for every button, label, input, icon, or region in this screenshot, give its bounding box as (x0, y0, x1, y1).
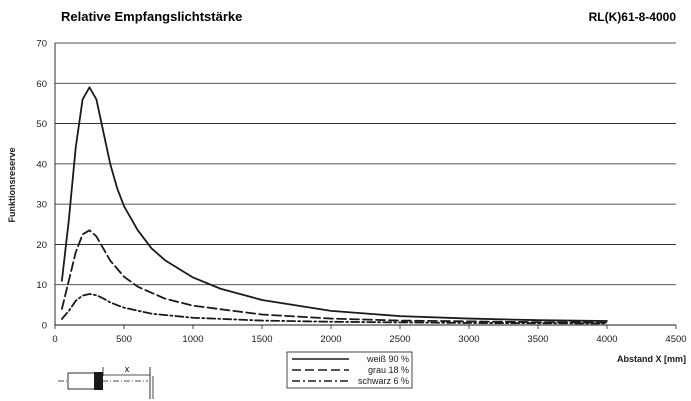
x-tick-label: 1500 (251, 334, 272, 345)
legend-label: schwarz 6 % (358, 376, 409, 386)
x-tick-label: 2000 (320, 334, 341, 345)
y-tick-label: 20 (36, 240, 47, 251)
y-tick-label: 10 (36, 280, 47, 291)
y-tick-label: 40 (36, 159, 47, 170)
x-axis-label: Abstand X [mm] (617, 354, 686, 364)
x-tick-label: 3500 (527, 334, 548, 345)
legend-label: grau 18 % (368, 365, 409, 375)
x-tick-label: 4000 (596, 334, 617, 345)
diagram-x-label: x (125, 364, 130, 374)
y-axis-label: Funktionsreserve (7, 147, 17, 222)
y-axis-ticks: 0 10 20 30 40 50 60 70 (36, 39, 47, 332)
legend: weiß 90 %grau 18 %schwarz 6 % (286, 351, 413, 389)
sensor-diagram: x (58, 364, 154, 399)
x-tick-label: 2500 (389, 334, 410, 345)
x-tick-label: 500 (116, 334, 132, 345)
sensor-lens (94, 372, 103, 390)
y-tick-label: 0 (42, 321, 47, 332)
y-tick-label: 60 (36, 79, 47, 90)
y-tick-label: 70 (36, 39, 47, 50)
x-axis-ticks: 0 500 1000 1500 2000 2500 3000 3500 4000 4500 (52, 334, 686, 345)
x-tick-label: 1000 (182, 334, 203, 345)
series-line-2 (61, 229, 608, 324)
grid (54, 42, 677, 329)
y-tick-label: 50 (36, 119, 47, 130)
series-lines (61, 86, 608, 325)
x-tick-label: 3000 (458, 334, 479, 345)
x-tick-label: 4500 (665, 334, 686, 345)
legend-label: weiß 90 % (366, 354, 409, 364)
series-line-3 (61, 293, 608, 325)
chart-title: Relative Empfangslichtstärke (61, 9, 242, 24)
series-line-1 (61, 86, 608, 322)
x-tick-label: 0 (52, 334, 57, 345)
model-code: RL(K)61-8-4000 (589, 10, 677, 24)
y-tick-label: 30 (36, 200, 47, 211)
